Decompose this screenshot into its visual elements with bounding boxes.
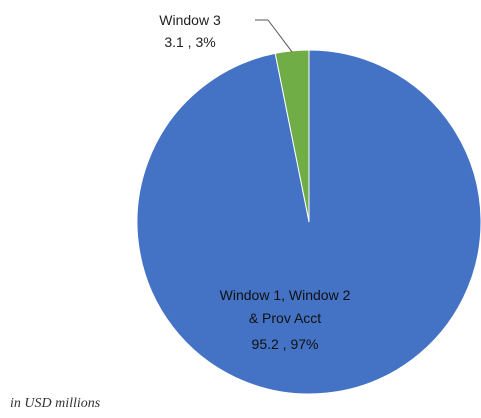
window3-leader-line	[267, 19, 293, 53]
slice-label-main-value: 95.2 , 97%	[252, 336, 319, 352]
slice-label-main-name-line2: & Prov Acct	[249, 310, 321, 326]
pie-slices	[136, 49, 481, 395]
units-caption: in USD millions	[10, 396, 101, 411]
slice-label-window3-value: 3.1 , 3%	[164, 34, 215, 50]
slice-label-main-name-line1: Window 1, Window 2	[220, 287, 351, 303]
slice-label-window3-name: Window 3	[159, 12, 221, 28]
pie-slice-window1-window2-prov-acct	[136, 49, 481, 395]
